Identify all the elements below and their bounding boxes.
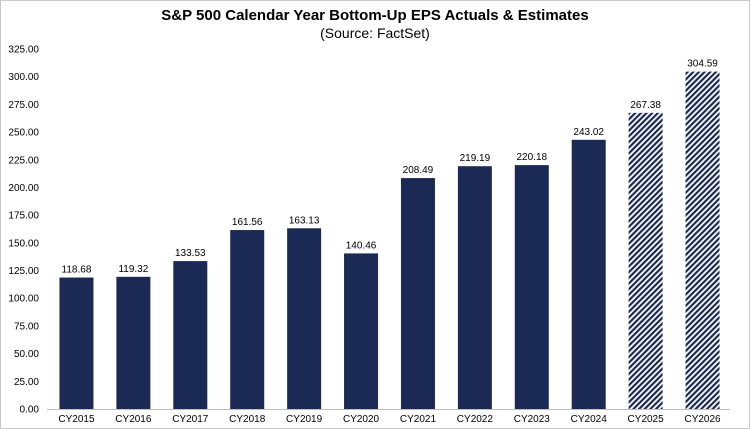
x-tick-label: CY2024 — [571, 414, 608, 425]
x-tick-label: CY2018 — [229, 414, 266, 425]
x-tick-label: CY2022 — [457, 414, 494, 425]
x-tick-label: CY2021 — [400, 414, 437, 425]
data-label: 267.38 — [630, 100, 661, 111]
y-tick-label: 275.00 — [8, 100, 39, 111]
data-label: 133.53 — [175, 248, 206, 259]
data-label: 219.19 — [460, 153, 491, 164]
estimate-bar — [685, 71, 720, 409]
actual-bar — [514, 165, 549, 409]
chart-subtitle: (Source: FactSet) — [320, 25, 430, 41]
data-label: 118.68 — [62, 265, 92, 276]
x-tick-label: CY2019 — [286, 414, 323, 425]
y-tick-label: 225.00 — [8, 155, 39, 166]
actual-bar — [116, 276, 151, 409]
x-tick-label: CY2025 — [628, 414, 665, 425]
y-tick-label: 250.00 — [8, 128, 39, 139]
y-tick-label: 25.00 — [14, 377, 39, 388]
y-tick-label: 0.00 — [20, 405, 40, 416]
y-tick-label: 325.00 — [8, 45, 39, 56]
y-tick-label: 150.00 — [8, 238, 39, 249]
actual-bar — [400, 178, 435, 409]
x-tick-label: CY2026 — [684, 414, 721, 425]
actual-bar — [230, 230, 265, 409]
y-tick-label: 300.00 — [8, 72, 39, 83]
data-label: 243.02 — [573, 127, 604, 138]
actual-bar — [173, 261, 208, 409]
data-label: 163.13 — [289, 215, 320, 226]
estimate-bar — [628, 112, 663, 410]
data-label: 304.59 — [687, 59, 718, 70]
data-label: 220.18 — [516, 152, 547, 163]
y-tick-label: 50.00 — [14, 349, 39, 360]
x-tick-label: CY2023 — [514, 414, 551, 425]
data-label: 161.56 — [232, 217, 263, 228]
y-tick-label: 100.00 — [8, 294, 39, 305]
x-tick-label: CY2016 — [115, 414, 152, 425]
chart-title: S&P 500 Calendar Year Bottom-Up EPS Actu… — [161, 7, 589, 24]
actual-bar — [457, 166, 492, 409]
y-tick-label: 75.00 — [14, 321, 39, 332]
y-tick-label: 125.00 — [8, 266, 39, 277]
x-tick-label: CY2015 — [58, 414, 95, 425]
y-tick-label: 200.00 — [8, 183, 39, 194]
data-label: 140.46 — [346, 240, 377, 251]
y-tick-label: 175.00 — [8, 211, 39, 222]
x-tick-label: CY2020 — [343, 414, 380, 425]
actual-bar — [571, 139, 606, 410]
data-label: 208.49 — [403, 165, 434, 176]
actual-bar — [59, 277, 94, 409]
actual-bar — [344, 253, 379, 409]
data-label: 119.32 — [118, 264, 148, 275]
actual-bar — [287, 228, 322, 409]
x-tick-label: CY2017 — [172, 414, 209, 425]
